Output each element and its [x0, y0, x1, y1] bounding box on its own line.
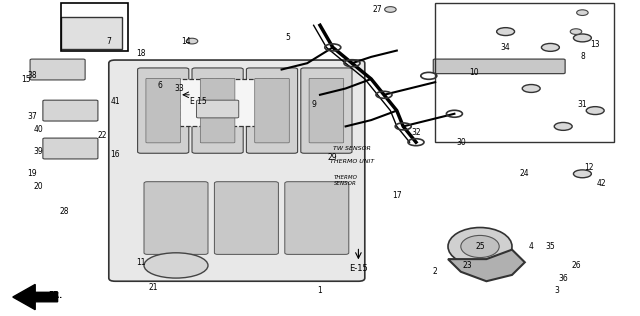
Text: 35: 35: [545, 242, 556, 251]
Text: 34: 34: [500, 43, 511, 52]
FancyBboxPatch shape: [196, 100, 239, 118]
Text: 16: 16: [110, 150, 120, 159]
Text: 5: 5: [285, 33, 291, 42]
Text: 24: 24: [520, 169, 530, 178]
Text: 1: 1: [317, 286, 323, 295]
Text: TW SENSOR: TW SENSOR: [333, 146, 371, 151]
Text: E-15: E-15: [349, 264, 368, 273]
Text: 40: 40: [33, 125, 44, 134]
Ellipse shape: [554, 123, 572, 131]
Polygon shape: [179, 79, 282, 126]
Text: 19: 19: [27, 169, 37, 178]
Text: 18: 18: [136, 49, 145, 58]
FancyBboxPatch shape: [309, 78, 344, 143]
FancyBboxPatch shape: [285, 182, 349, 254]
Text: 12: 12: [584, 163, 593, 172]
Text: 29: 29: [328, 154, 338, 162]
Text: 8: 8: [580, 52, 585, 61]
Ellipse shape: [461, 235, 499, 258]
FancyBboxPatch shape: [43, 138, 98, 159]
Ellipse shape: [522, 85, 540, 92]
Text: 38: 38: [27, 71, 37, 80]
Polygon shape: [13, 284, 58, 310]
Text: 3: 3: [554, 286, 559, 295]
Text: 9: 9: [311, 100, 316, 109]
Text: 14: 14: [180, 37, 191, 46]
Text: THERMO
SENSOR: THERMO SENSOR: [333, 175, 358, 185]
Text: 32: 32: [411, 128, 421, 137]
Text: 25: 25: [475, 242, 485, 251]
Text: 41: 41: [110, 97, 120, 106]
Text: 11: 11: [136, 258, 145, 267]
Text: 2: 2: [433, 267, 438, 276]
Text: 10: 10: [468, 68, 479, 77]
Ellipse shape: [570, 29, 582, 34]
Text: FR.: FR.: [48, 291, 62, 300]
Ellipse shape: [586, 107, 604, 114]
FancyBboxPatch shape: [61, 17, 122, 49]
FancyBboxPatch shape: [138, 68, 189, 153]
FancyBboxPatch shape: [144, 182, 208, 254]
Ellipse shape: [577, 10, 588, 15]
Text: 33: 33: [174, 84, 184, 93]
Text: 30: 30: [456, 138, 466, 147]
Text: 21: 21: [149, 283, 158, 292]
Text: 4: 4: [529, 242, 534, 251]
Ellipse shape: [385, 7, 396, 12]
Ellipse shape: [144, 253, 208, 278]
FancyBboxPatch shape: [146, 78, 180, 143]
Text: 17: 17: [392, 191, 402, 200]
Polygon shape: [448, 250, 525, 281]
Text: 39: 39: [33, 147, 44, 156]
Text: 31: 31: [577, 100, 588, 109]
Text: 23: 23: [462, 261, 472, 270]
Text: E 15: E 15: [190, 97, 207, 106]
Text: 27: 27: [372, 5, 383, 14]
Text: 42: 42: [596, 179, 607, 188]
FancyBboxPatch shape: [246, 68, 298, 153]
Text: 7: 7: [106, 37, 111, 46]
FancyBboxPatch shape: [433, 59, 565, 74]
Text: THERMO UNIT: THERMO UNIT: [330, 159, 374, 164]
FancyBboxPatch shape: [109, 60, 365, 281]
FancyBboxPatch shape: [301, 68, 352, 153]
Ellipse shape: [448, 228, 512, 265]
Text: 28: 28: [60, 207, 68, 216]
Text: 6: 6: [157, 81, 163, 90]
Ellipse shape: [541, 44, 559, 52]
Ellipse shape: [573, 34, 591, 42]
Text: 13: 13: [590, 40, 600, 49]
Text: 20: 20: [33, 182, 44, 191]
FancyBboxPatch shape: [214, 182, 278, 254]
Ellipse shape: [573, 170, 591, 178]
FancyBboxPatch shape: [200, 78, 235, 143]
FancyBboxPatch shape: [30, 59, 85, 80]
Ellipse shape: [497, 27, 515, 35]
Text: 37: 37: [27, 112, 37, 121]
FancyBboxPatch shape: [43, 100, 98, 121]
FancyBboxPatch shape: [255, 78, 289, 143]
Ellipse shape: [186, 38, 198, 44]
Text: 36: 36: [558, 274, 568, 283]
Text: 26: 26: [571, 261, 581, 270]
Text: 15: 15: [20, 75, 31, 83]
Text: 22: 22: [98, 131, 107, 140]
FancyBboxPatch shape: [192, 68, 243, 153]
